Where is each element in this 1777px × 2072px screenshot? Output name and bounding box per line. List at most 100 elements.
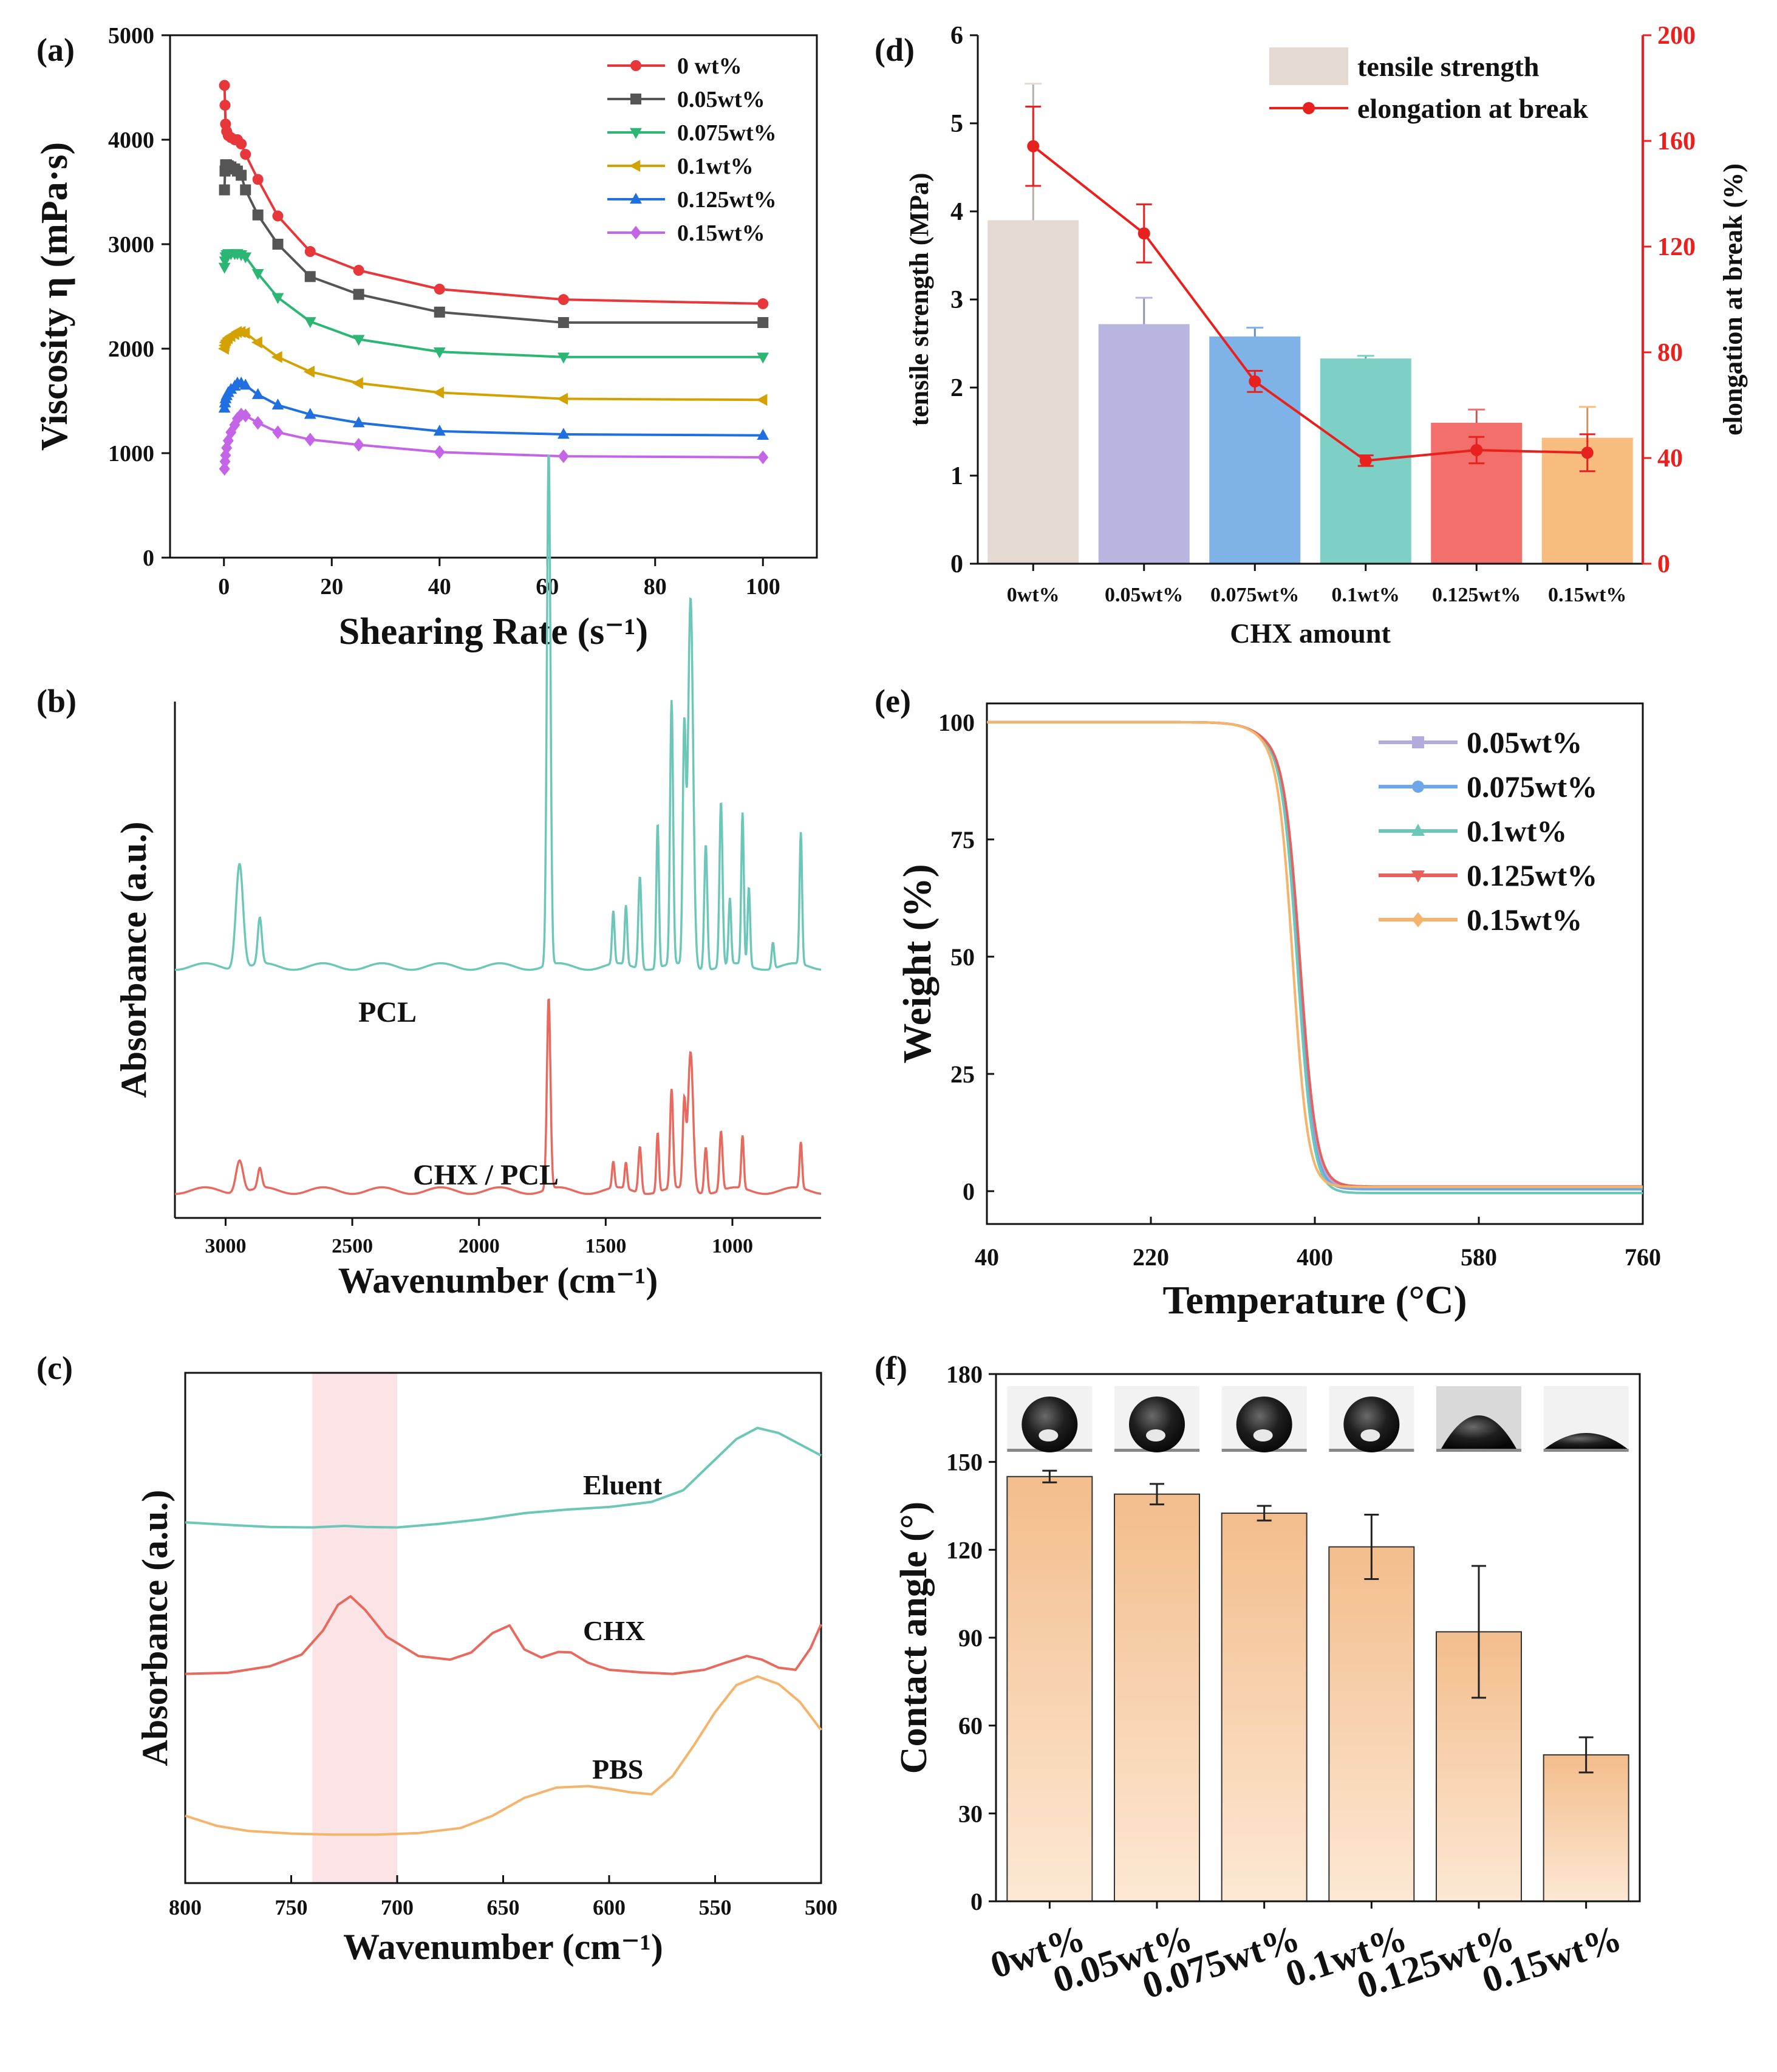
data-point	[353, 265, 364, 276]
data-point	[239, 327, 250, 340]
y-axis-label: Viscosity η (mPa·s)	[34, 142, 75, 451]
data-point	[240, 408, 251, 423]
x-tick-label: 3000	[205, 1235, 246, 1257]
data-point	[557, 392, 568, 405]
y-tick-label: 2	[950, 374, 963, 402]
x-tick-label: 2500	[332, 1235, 373, 1257]
x-tick-label: 100	[746, 574, 780, 600]
x-tick-label: 2000	[459, 1235, 500, 1257]
data-point	[353, 289, 364, 300]
data-point	[757, 298, 769, 310]
panel-label-c: (c)	[36, 1350, 73, 1386]
x-tick-label: 0wt%	[1007, 584, 1060, 606]
spectrum-line	[185, 1595, 822, 1675]
spectrum-line	[175, 454, 822, 971]
x-tick-label: 700	[381, 1895, 414, 1920]
data-point	[251, 388, 264, 399]
legend-label: 0.075wt%	[677, 120, 777, 146]
y-tick-label: 30	[958, 1800, 983, 1827]
data-point	[252, 415, 264, 430]
y-right-tick-label: 0	[1657, 550, 1670, 578]
series-line	[223, 330, 763, 402]
data-point	[240, 184, 251, 196]
x-axis-label: Wavenumber (cm⁻¹)	[338, 1260, 658, 1301]
series-label: Eluent	[583, 1469, 663, 1500]
data-point	[272, 239, 284, 250]
tga-weight-chart: 40 220 400 580 760 0 25 50 75 100 Temperature (°C)…	[895, 702, 1661, 1322]
x-tick-label: 0.1wt%	[1332, 584, 1400, 606]
legend-marker	[629, 160, 641, 172]
x-tick-label: 0.125wt%	[1432, 584, 1521, 606]
x-tick-label: 750	[275, 1895, 308, 1920]
x-tick-label: 40	[428, 574, 451, 600]
y-tick-label: 50	[950, 943, 975, 971]
data-point	[432, 386, 444, 399]
x-tick-label: 580	[1461, 1243, 1497, 1271]
data-point	[558, 449, 569, 463]
y-axis-label: Absorbance (a.u.)	[114, 821, 154, 1098]
y-tick-label: 75	[950, 826, 975, 853]
data-point	[304, 246, 316, 258]
legend-label: 0.05wt%	[677, 87, 765, 112]
data-point	[757, 428, 769, 440]
legend-label: 0.075wt%	[1467, 770, 1597, 804]
panel-label-a: (a)	[36, 32, 75, 68]
y-tick-label: 1000	[108, 441, 154, 467]
data-point	[757, 450, 769, 465]
contact-angle-chart: 03060901201501800wt%0.05wt%0.075wt%0.1wt…	[893, 1361, 1641, 2007]
legend-marker-elongation	[1303, 102, 1315, 114]
data-point	[303, 365, 315, 378]
data-point	[272, 210, 284, 222]
series-line	[223, 381, 763, 437]
data-point	[757, 352, 769, 364]
legend-marker	[630, 60, 641, 71]
x-tick-label: 400	[1297, 1243, 1333, 1271]
mechanical-properties-chart: 0 1 2 3 4 5 6 0 40 80 120 160 200 0wt% 0.05wt% 0.075wt%…	[904, 22, 1748, 649]
panel-label-f: (f)	[875, 1350, 907, 1386]
data-point	[433, 347, 446, 358]
bar	[1114, 1493, 1200, 1903]
elongation-point	[1359, 454, 1372, 467]
elongation-line	[1032, 145, 1588, 462]
data-point	[352, 416, 365, 428]
data-point	[236, 138, 247, 149]
droplet-reflection	[1039, 1429, 1059, 1441]
panel-label-e: (e)	[875, 683, 911, 719]
data-point	[352, 335, 365, 346]
x-tick-label: 500	[805, 1895, 837, 1920]
elongation-point	[1581, 446, 1594, 459]
y-tick-label: 120	[946, 1536, 983, 1564]
droplet-reflection	[1146, 1429, 1165, 1441]
bar	[1328, 1546, 1415, 1903]
data-point	[236, 169, 247, 181]
y-tick-label: 1	[950, 462, 963, 490]
data-point	[271, 293, 284, 304]
tga-curve	[987, 720, 1643, 1188]
x-axis-label: Shearing Rate (s⁻¹)	[339, 611, 648, 652]
x-tick-label: 40	[975, 1243, 999, 1271]
data-point	[353, 437, 364, 452]
y-tick-label: 100	[938, 709, 975, 736]
elongation-point	[1249, 375, 1261, 388]
x-tick-label: 800	[169, 1895, 202, 1920]
x-axis-label: Temperature (°C)	[1162, 1278, 1467, 1322]
series-line	[223, 252, 763, 358]
y-right-tick-label: 120	[1657, 233, 1696, 261]
y-tick-label: 4000	[108, 128, 154, 153]
data-point	[219, 184, 230, 196]
series-label: CHX / PCL	[413, 1159, 559, 1191]
y-tick-label: 2000	[108, 337, 154, 362]
y-right-tick-label: 160	[1657, 128, 1696, 156]
legend-marker	[630, 128, 642, 139]
legend-swatch-tensile	[1269, 47, 1348, 85]
bar	[1006, 1475, 1093, 1903]
panel-label-d: (d)	[875, 32, 915, 68]
y-tick-label: 5000	[108, 23, 154, 49]
data-point	[218, 262, 231, 274]
legend-label: 0.125wt%	[1467, 858, 1597, 892]
bar	[1543, 1754, 1629, 1903]
series-label: PCL	[358, 996, 417, 1028]
y-tick-label: 60	[958, 1712, 983, 1740]
data-point	[251, 268, 264, 280]
data-point	[271, 398, 284, 410]
